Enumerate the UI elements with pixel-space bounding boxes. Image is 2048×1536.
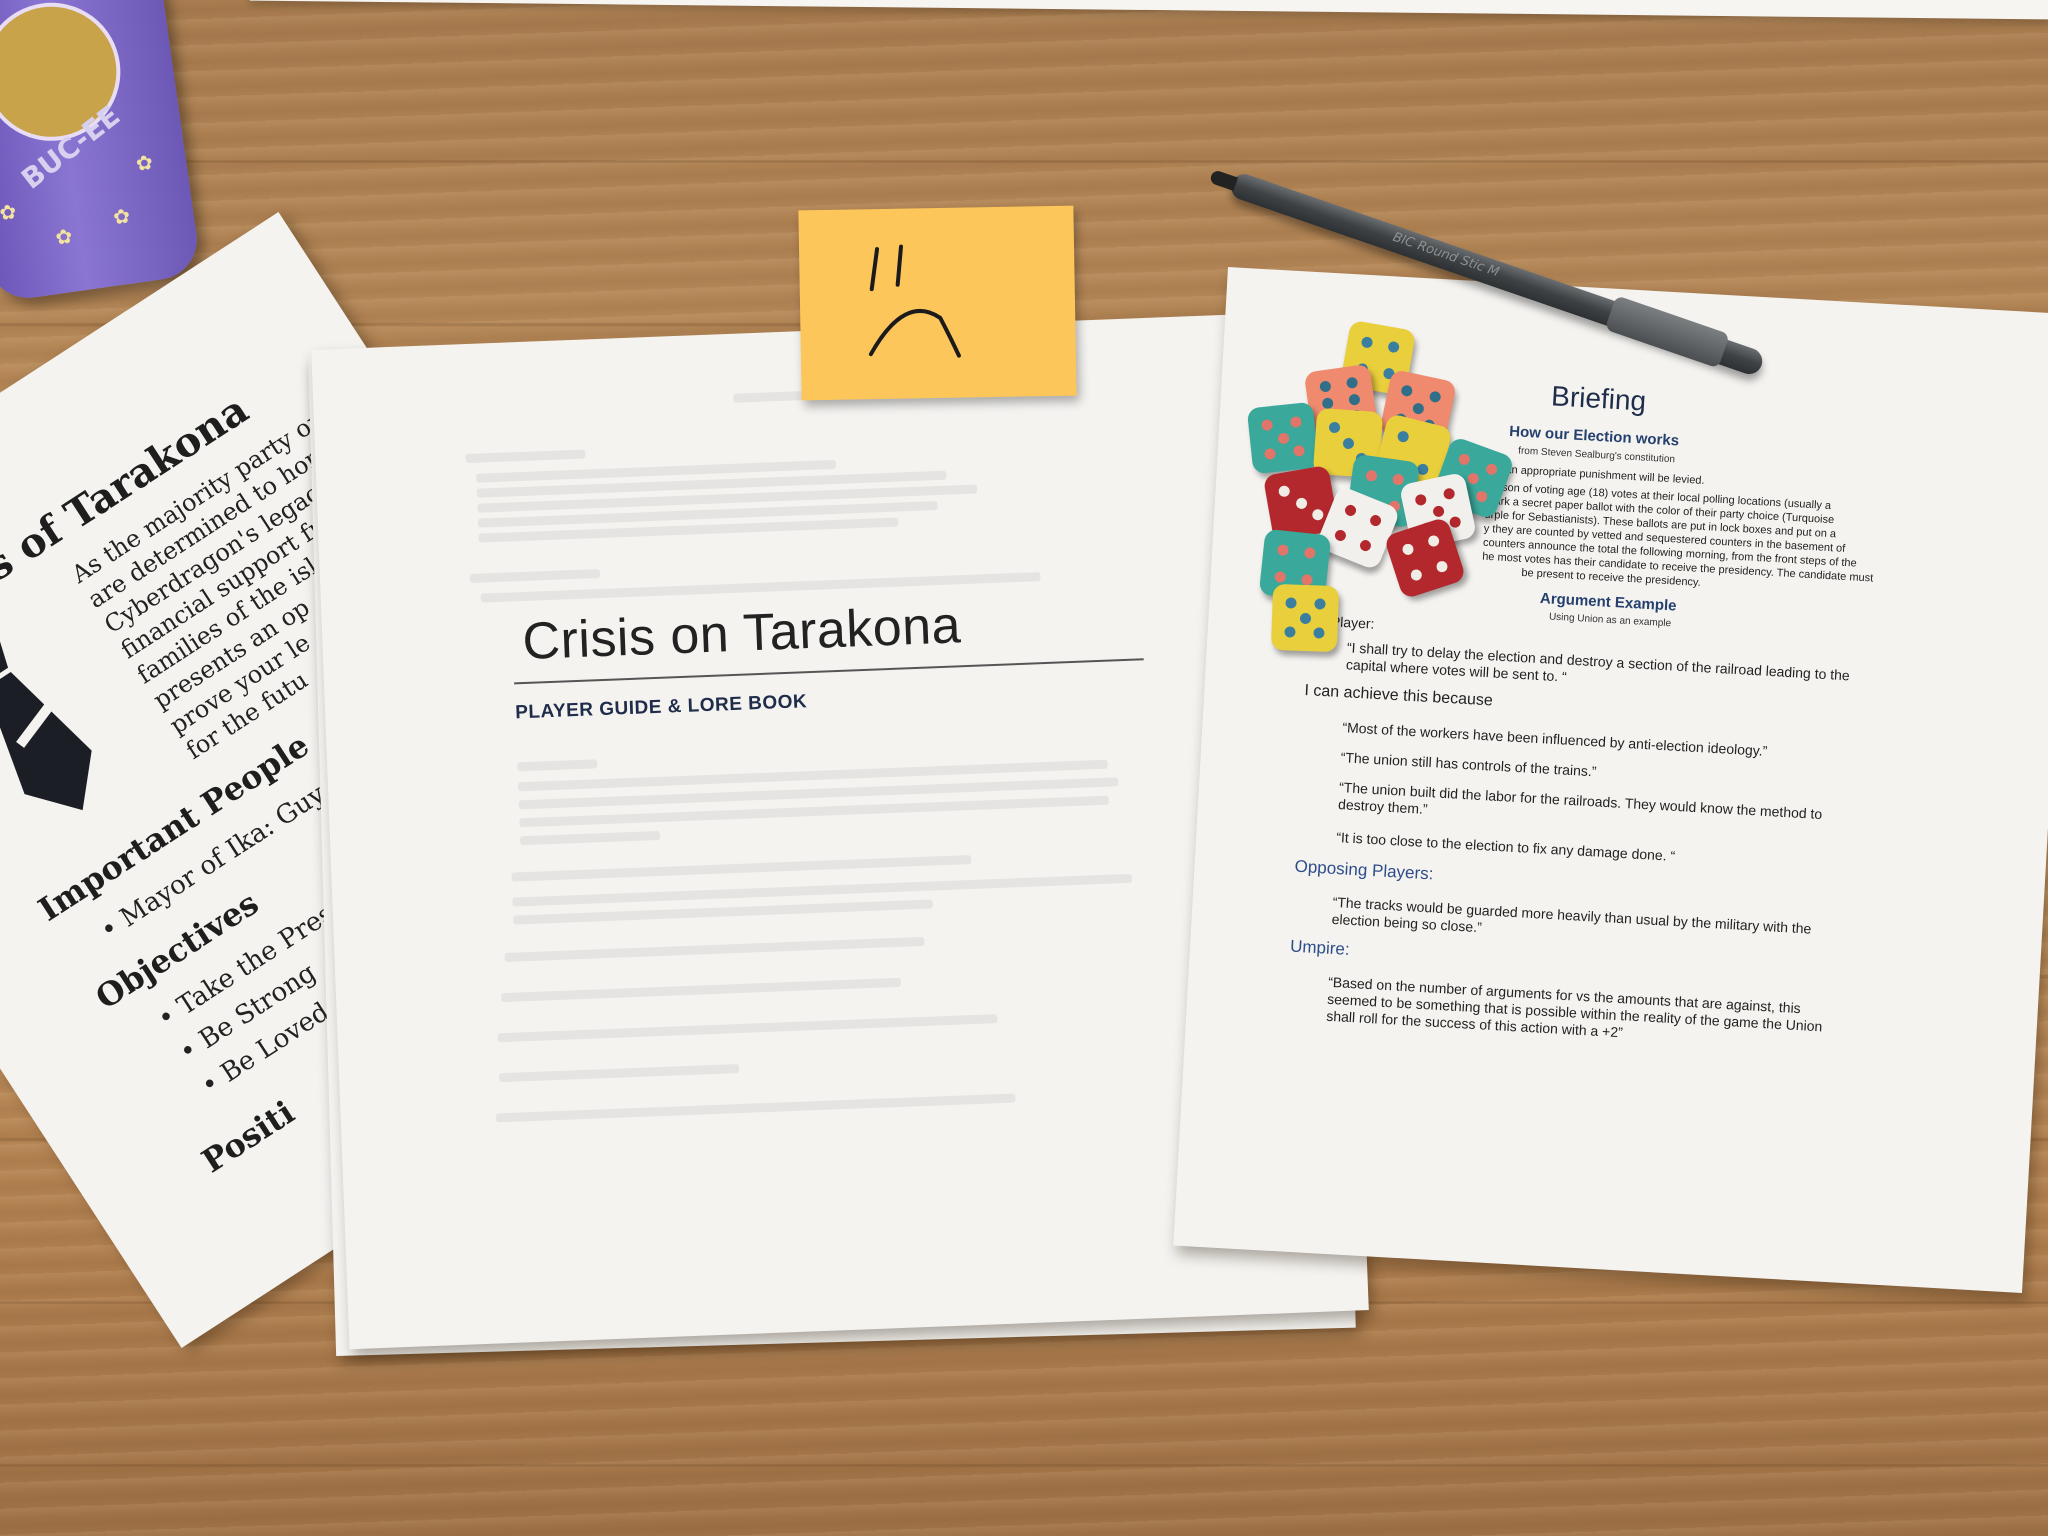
- faded-text: [499, 1064, 740, 1083]
- positions-heading: Positi: [195, 1093, 302, 1181]
- die-pip: [1343, 503, 1358, 518]
- faded-text: [512, 873, 1133, 907]
- pen-tip: [1208, 169, 1239, 191]
- faded-text: [511, 854, 972, 882]
- die-pip: [1277, 544, 1290, 557]
- crisis-subtitle: PLAYER GUIDE & LORE BOOK: [514, 691, 808, 724]
- faded-text: [520, 830, 661, 846]
- die-pip: [1277, 484, 1291, 498]
- faded-text: [501, 977, 902, 1003]
- faded-text: [497, 1014, 998, 1043]
- argument-sub: Using Union as an example: [1548, 611, 1672, 630]
- die-pip: [1347, 392, 1361, 406]
- die-pip: [1396, 430, 1411, 444]
- die-pip: [1274, 570, 1287, 583]
- die-pip: [1321, 396, 1335, 410]
- sticky-note: [798, 205, 1077, 401]
- die-pip: [1303, 547, 1316, 560]
- die-pip: [1276, 431, 1290, 445]
- die-pip: [1314, 598, 1326, 610]
- die-pip: [1400, 384, 1414, 398]
- argument-heading: Argument Example: [1539, 589, 1677, 615]
- die-pip: [1342, 437, 1354, 449]
- die-pip: [1434, 559, 1449, 574]
- election-paragraph: person of voting age (18) votes at their…: [1481, 480, 1986, 606]
- role-opposing: Opposing Players:: [1294, 856, 1434, 884]
- die-pip: [1409, 567, 1424, 582]
- die-pip: [1260, 419, 1274, 432]
- crisis-title: Crisis on Tarakona: [521, 596, 963, 672]
- die-pip: [1319, 380, 1332, 393]
- tie-icon: [0, 632, 92, 811]
- die-pip: [1299, 612, 1311, 624]
- faded-text: [465, 449, 586, 464]
- die-pip: [1368, 513, 1383, 528]
- die: [1246, 401, 1320, 475]
- role-because: I can achieve this because: [1304, 681, 1494, 710]
- die-pip: [1365, 469, 1378, 483]
- briefing-title: Briefing: [1550, 380, 1647, 417]
- faded-text: [517, 759, 598, 772]
- quote-3: “The union still has controls of the tra…: [1340, 749, 1597, 780]
- faded-text: [469, 569, 601, 584]
- die-pip: [1411, 401, 1425, 415]
- die-pip: [1333, 528, 1348, 543]
- die-pip: [1313, 627, 1325, 639]
- faded-text: [495, 1093, 1016, 1123]
- die-pip: [1448, 515, 1462, 529]
- die-pip: [1431, 504, 1445, 518]
- election-source: from Steven Sealburg's constitution: [1517, 445, 1676, 466]
- quote-5: “It is too close to the election to fix …: [1335, 828, 1676, 864]
- faded-text: [504, 936, 925, 962]
- flower-icon: ✿: [0, 201, 18, 226]
- die-pip: [1289, 415, 1302, 429]
- die-pip: [1386, 340, 1400, 354]
- die-pip: [1328, 421, 1341, 434]
- quote-7: “Based on the number of arguments for vs…: [1326, 974, 1968, 1061]
- die-pip: [1264, 447, 1277, 460]
- die-pip: [1484, 462, 1499, 477]
- die-pip: [1474, 489, 1489, 504]
- die-pip: [1414, 493, 1428, 507]
- die-pip: [1285, 597, 1297, 609]
- die-pip: [1284, 626, 1296, 638]
- die-pip: [1465, 470, 1481, 486]
- die-pip: [1360, 336, 1374, 350]
- flower-icon: ✿: [111, 205, 132, 230]
- die-pip: [1345, 376, 1358, 390]
- die: [1270, 583, 1340, 653]
- die-pip: [1358, 538, 1373, 553]
- role-umpire: Umpire:: [1289, 936, 1351, 959]
- die-pip: [1294, 496, 1308, 510]
- die-pip: [1311, 508, 1325, 522]
- die-pip: [1300, 573, 1313, 586]
- background-paper: [249, 0, 2048, 20]
- flower-icon: ✿: [134, 151, 155, 176]
- sad-face-icon: [868, 244, 961, 358]
- die-pip: [1292, 444, 1305, 457]
- die-pip: [1457, 452, 1472, 467]
- quote-6: “The tracks would be guarded more heavil…: [1331, 894, 1952, 963]
- die-pip: [1442, 487, 1456, 501]
- die-pip: [1428, 390, 1442, 404]
- die-pip: [1426, 534, 1441, 549]
- flower-icon: ✿: [54, 225, 74, 250]
- die-pip: [1391, 473, 1405, 486]
- die-pip: [1401, 542, 1416, 557]
- cup: BUC-EE ✿ ✿ ✿ ✿: [0, 0, 202, 304]
- pen-text: BIC Round Stic M: [1390, 229, 1501, 281]
- sailors-sheet: Sailors of Tarakona As the majority part…: [0, 211, 769, 1349]
